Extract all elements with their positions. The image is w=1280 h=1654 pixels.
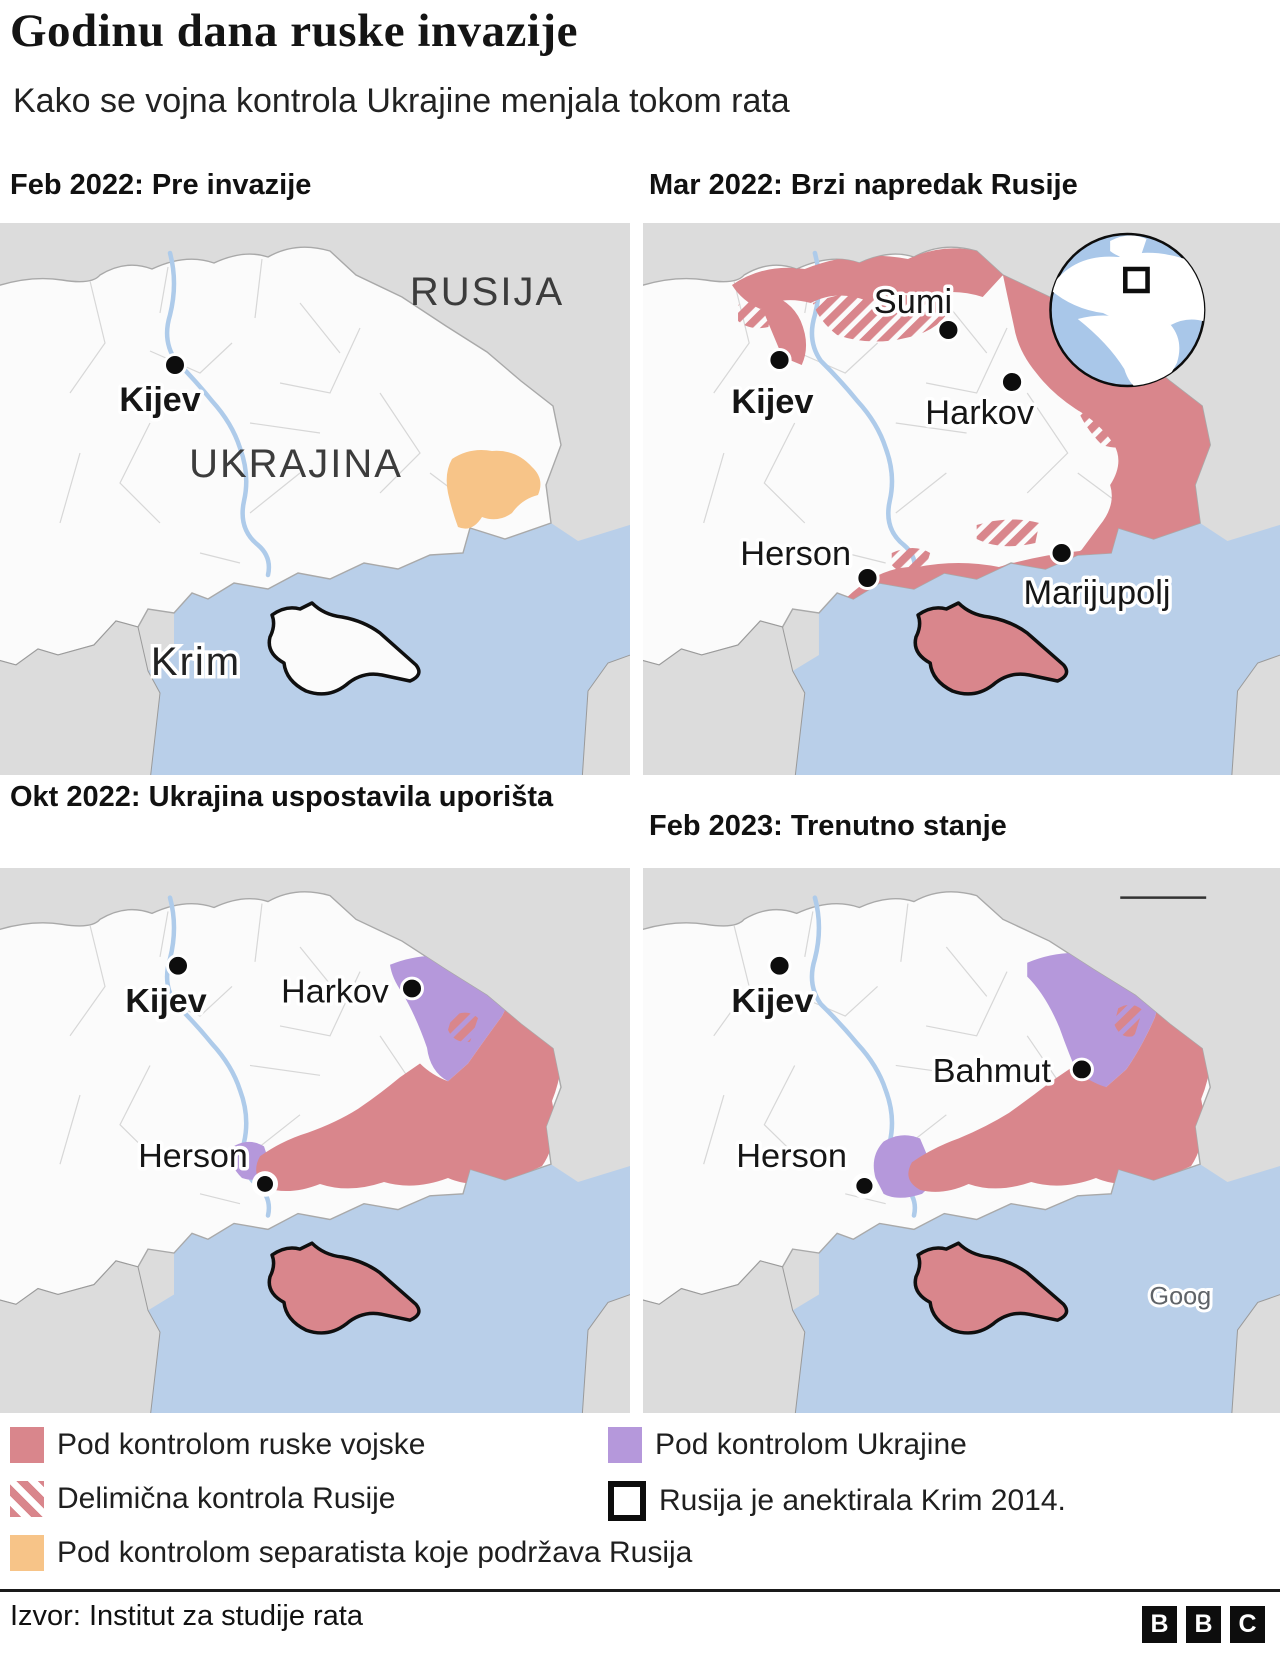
legend-label: Delimična kontrola Rusije xyxy=(57,1482,396,1515)
panel-title-mar2022: Mar 2022: Brzi napredak Rusije xyxy=(649,169,1078,201)
map-svg-mar2022: Sumi Kijev Harkov Herson Marijupolj xyxy=(643,223,1280,775)
city-dot-herson xyxy=(855,566,880,590)
city-label-harkov: Harkov xyxy=(281,972,389,1010)
city-dot-herson xyxy=(252,1171,278,1197)
neighbor-land-southwest xyxy=(0,620,161,775)
city-label-kijev: Kijev xyxy=(731,383,813,421)
city-dot-sumi xyxy=(936,318,961,342)
legend-item-partial-control: Delimična kontrola Rusije xyxy=(10,1481,395,1517)
map-panel-feb2022: RUSIJA UKRAJINA Krim Kijev xyxy=(0,223,630,775)
panel-title-feb2022: Feb 2022: Pre invazije xyxy=(10,169,312,201)
map-svg-feb2022: RUSIJA UKRAJINA Krim Kijev xyxy=(0,223,630,775)
legend-label: Rusija je anektirala Krim 2014. xyxy=(659,1484,1066,1517)
map-svg-feb2023: Kijev Bahmut Herson Goog xyxy=(643,868,1280,1413)
russian-control-area xyxy=(908,962,1211,1192)
city-label-herson: Herson xyxy=(736,1138,847,1176)
city-dot-harkov xyxy=(400,976,424,1001)
legend-swatch-separatist xyxy=(10,1535,44,1571)
map-region-label: Krim xyxy=(151,640,241,684)
footer-divider xyxy=(0,1589,1280,1592)
oblast-borders xyxy=(59,258,471,564)
legend-label: Pod kontrolom ruske vojske xyxy=(57,1428,426,1461)
city-label-bahmut: Bahmut xyxy=(933,1053,1052,1091)
map-attribution-watermark: Goog xyxy=(1149,1283,1211,1311)
map-panel-okt2022: Kijev Harkov Herson xyxy=(0,868,630,1413)
neighbor-land-southeast xyxy=(581,1294,630,1413)
map-panel-feb2023: Kijev Bahmut Herson Goog xyxy=(643,868,1280,1413)
bbc-logo-block: C xyxy=(1230,1606,1265,1643)
bbc-logo-block: B xyxy=(1142,1606,1177,1643)
city-dot-herson xyxy=(851,1173,878,1199)
partial-russian-control-area xyxy=(891,548,931,574)
city-dot-marijupolj xyxy=(1049,541,1074,565)
city-dot-kijev xyxy=(767,953,792,978)
map-panel-mar2022: Sumi Kijev Harkov Herson Marijupolj xyxy=(643,223,1280,775)
map-svg-okt2022: Kijev Harkov Herson xyxy=(0,868,630,1413)
ukraine-landmass xyxy=(0,246,562,666)
page-subtitle: Kako se vojna kontrola Ukrajine menjala … xyxy=(13,82,790,120)
russian-control-area xyxy=(256,964,561,1192)
neighbor-land-southeast xyxy=(581,654,630,775)
inset-globe xyxy=(1049,232,1206,388)
legend-item-ukraine-control: Pod kontrolom Ukrajine xyxy=(608,1427,967,1463)
city-label-kijev: Kijev xyxy=(731,983,813,1021)
legend-label: Pod kontrolom Ukrajine xyxy=(655,1428,967,1461)
neighbor-land-southeast xyxy=(1231,654,1280,775)
partial-russian-control-area xyxy=(812,291,952,342)
legend-item-separatist-control: Pod kontrolom separatista koje podržava … xyxy=(10,1535,692,1571)
crimea-annexed-region xyxy=(267,1241,421,1335)
source-text: Izvor: Institut za studije rata xyxy=(10,1600,363,1632)
panel-title-okt2022: Okt 2022: Ukrajina uspostavila uporišta xyxy=(10,781,554,813)
control-overlays xyxy=(446,450,541,529)
legend-swatch-russian xyxy=(10,1427,44,1463)
neighbor-land-southeast xyxy=(1231,1294,1280,1413)
city-label-marijupolj: Marijupolj xyxy=(1023,574,1170,612)
separatist-control-area xyxy=(446,450,541,529)
city-dot-kijev xyxy=(767,348,792,372)
legend-label: Pod kontrolom separatista koje podržava … xyxy=(57,1536,693,1569)
dnieper-river xyxy=(809,250,918,578)
neighbor-land-southwest xyxy=(0,1260,161,1413)
city-dot-kijev xyxy=(166,953,190,978)
partial-russian-control-area xyxy=(350,1114,378,1135)
partial-russian-control-area xyxy=(1075,401,1149,448)
panel-title-feb2023: Feb 2023: Trenutno stanje xyxy=(649,810,1007,842)
globe-locator-square xyxy=(1123,266,1150,294)
crimea-annexed-region xyxy=(913,1241,1069,1335)
city-dot-harkov xyxy=(999,370,1025,394)
legend-swatch-partial xyxy=(10,1481,44,1517)
partial-russian-control-area xyxy=(738,300,773,329)
city-label-herson: Herson xyxy=(138,1137,248,1175)
partial-russian-control-area xyxy=(448,1012,478,1043)
city-label-kijev: Kijev xyxy=(125,982,206,1020)
map-region-label: UKRAJINA xyxy=(189,442,403,486)
legend-item-crimea-annexed: Rusija je anektirala Krim 2014. xyxy=(608,1481,1066,1521)
bbc-logo: B B C xyxy=(1142,1606,1265,1643)
city-label-herson: Herson xyxy=(740,535,851,573)
legend-item-russian-control: Pod kontrolom ruske vojske xyxy=(10,1427,426,1463)
partial-russian-control-area xyxy=(1114,1004,1143,1037)
city-dot-kijev xyxy=(163,353,187,377)
bbc-logo-block: B xyxy=(1186,1606,1221,1643)
neighbor-land-southwest xyxy=(643,620,806,775)
city-label-kijev: Kijev xyxy=(119,381,200,419)
legend-swatch-ukraine xyxy=(608,1427,642,1463)
crimea-annexed-region xyxy=(267,601,421,696)
partial-russian-control-area xyxy=(286,1162,318,1185)
page-title: Godinu dana ruske invazije xyxy=(10,5,578,57)
partial-russian-control-area xyxy=(1152,412,1192,453)
map-region-label: RUSIJA xyxy=(410,270,564,314)
crimea-annexed-region xyxy=(913,601,1069,696)
neighbor-land-southwest xyxy=(643,1260,806,1413)
city-dot-bahmut xyxy=(1069,1057,1094,1082)
legend-swatch-annexed-outline xyxy=(608,1481,646,1521)
dnieper-river xyxy=(164,250,272,578)
russian-control-area xyxy=(731,248,1003,365)
city-label-sumi: Sumi xyxy=(874,283,952,321)
city-label-harkov: Harkov xyxy=(925,394,1034,432)
partial-russian-control-area xyxy=(976,519,1040,547)
